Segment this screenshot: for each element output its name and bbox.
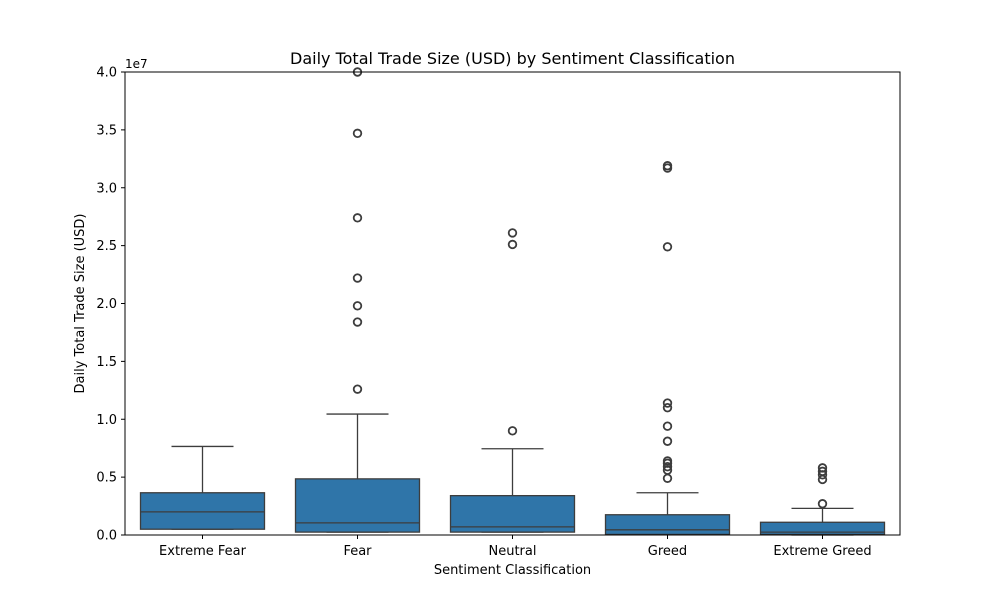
y-offset-label: 1e7 [125, 57, 148, 71]
y-tick-label: 3.5 [96, 123, 117, 138]
outlier-point [817, 466, 828, 477]
y-axis-label: Daily Total Trade Size (USD) [73, 214, 88, 394]
outlier-point [662, 242, 673, 252]
outlier-point [662, 402, 673, 413]
box-group [604, 161, 731, 536]
outlier-point [662, 398, 673, 408]
iqr-box [139, 492, 266, 530]
y-tick-label: 0.0 [96, 529, 117, 544]
outlier-point [662, 161, 673, 171]
outlier-point [662, 436, 673, 446]
outlier-point [352, 384, 363, 394]
chart-title: Daily Total Trade Size (USD) by Sentimen… [290, 49, 735, 68]
outlier-point [507, 228, 518, 238]
outlier-point [662, 456, 673, 466]
outlier-point [817, 463, 828, 473]
outlier-point [507, 426, 518, 436]
iqr-box [449, 494, 576, 533]
outlier-point [352, 213, 363, 223]
y-tick-label: 2.0 [96, 297, 117, 312]
iqr-box [294, 478, 421, 533]
iqr-box [759, 521, 886, 536]
y-tick-label: 1.5 [96, 355, 117, 370]
x-tick-label: Fear [343, 544, 372, 559]
axes-frame [124, 71, 901, 536]
outlier-point [817, 499, 828, 509]
box-group [294, 67, 421, 533]
outlier-point [352, 317, 363, 327]
y-tick-label: 4.0 [96, 66, 117, 81]
y-tick-label: 1.0 [96, 413, 117, 428]
x-axis-label: Sentiment Classification [434, 563, 591, 578]
y-tick-label: 2.5 [96, 239, 117, 254]
y-tick-label: 0.5 [96, 471, 117, 486]
x-tick-label: Greed [648, 544, 687, 559]
box-group [759, 463, 886, 536]
box-group [139, 445, 266, 530]
x-tick-label: Extreme Greed [773, 544, 871, 559]
outlier-point [352, 301, 363, 311]
box-group [449, 228, 576, 533]
outlier-point [662, 421, 673, 431]
outlier-point [352, 128, 363, 139]
x-tick-label: Extreme Fear [159, 544, 247, 559]
x-tick-label: Neutral [489, 544, 537, 559]
outlier-point [662, 462, 673, 472]
plot-area: 0.0 0.5 1.0 1.5 2.0 2.5 3.0 3.5 4.0 Extreme Fear F… [96, 66, 886, 559]
outlier-point [507, 239, 518, 250]
y-tick-label: 3.0 [96, 181, 117, 196]
outlier-point [662, 473, 673, 483]
outlier-point [352, 273, 363, 283]
iqr-box [604, 514, 731, 536]
